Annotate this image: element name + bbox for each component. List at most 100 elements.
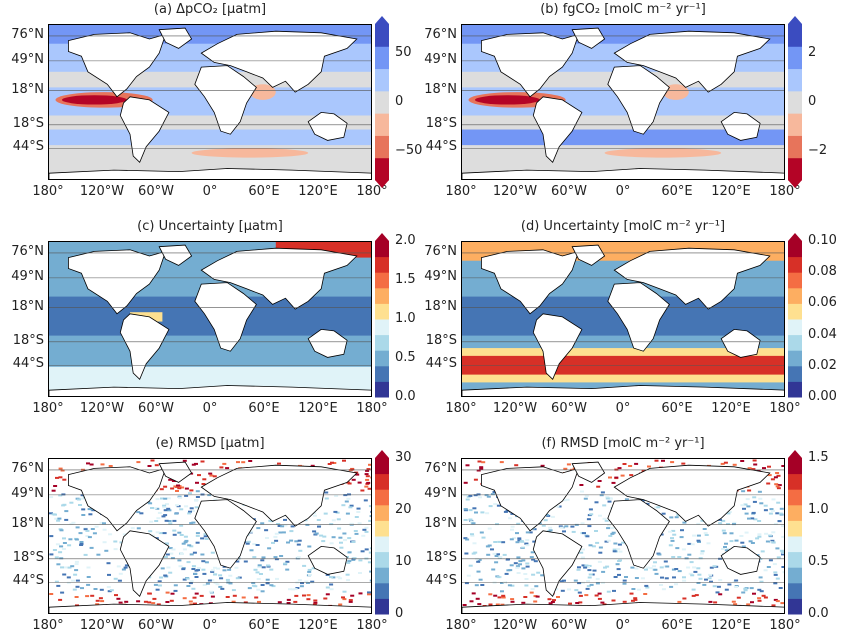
lon-tick-label: 0° — [202, 401, 218, 416]
lat-tick-label: 49°N — [11, 268, 44, 284]
lat-tick-label: 44°S — [12, 573, 44, 589]
lat-tick-label: 18°N — [11, 515, 44, 531]
colorbar-c — [375, 233, 389, 398]
colorbar-segment — [788, 536, 802, 553]
colorbar-tick-label: 10 — [395, 554, 412, 569]
colorbar-segment — [375, 241, 389, 258]
colorbar-segment — [788, 135, 802, 159]
colorbar-e — [375, 450, 389, 615]
colorbar-segment — [788, 241, 802, 258]
lon-tick-label: 120°W — [492, 618, 538, 633]
landmass — [607, 499, 670, 569]
lon-tick-label: 60°E — [661, 184, 693, 199]
lat-tick-label: 76°N — [11, 243, 44, 259]
colorbar-extend-max — [375, 16, 389, 24]
lon-tick-label: 180° — [769, 618, 801, 633]
lon-tick-label: 120°E — [298, 618, 338, 633]
lat-tick-label: 18°S — [425, 549, 457, 565]
lat-tick-label: 18°N — [424, 298, 457, 314]
colorbar-segment — [375, 473, 389, 490]
lat-tick-label: 76°N — [11, 26, 44, 42]
colorbar-tick-label: 30 — [395, 450, 412, 465]
landmass — [67, 32, 167, 98]
landmass — [200, 30, 358, 93]
colorbar-tick-label: 0.08 — [808, 264, 837, 280]
colorbar-tick-label: 1.5 — [808, 450, 829, 465]
lon-tick-label: 120°W — [492, 401, 538, 416]
lat-tick-label: 18°S — [425, 115, 457, 131]
landmass — [307, 111, 348, 141]
lon-tick-label: 60°E — [661, 401, 693, 416]
colorbar-tick-label: 0.10 — [808, 233, 837, 248]
colorbar-segment — [788, 489, 802, 506]
colorbar-tick-label: 1.5 — [395, 272, 416, 287]
colorbar-segment — [788, 24, 802, 47]
landmass — [119, 96, 170, 163]
colorbar-tick-label: 0.5 — [808, 554, 829, 569]
lat-tick-label: 18°N — [11, 81, 44, 97]
lat-tick-label: 44°S — [12, 139, 44, 155]
colorbar-segment — [788, 473, 802, 490]
colorbar-tick-label: −2 — [808, 142, 828, 158]
lon-tick-label: 120°E — [298, 184, 338, 199]
lat-tick-label: 49°N — [11, 485, 44, 501]
colorbar-segment — [375, 287, 389, 304]
map-field — [462, 25, 784, 179]
lon-tick-label: 180° — [769, 184, 801, 199]
colorbar-tick-label: 2 — [808, 45, 817, 61]
colorbar-tick-label: 0 — [395, 606, 404, 621]
colorbar-tick-label: 0.04 — [808, 326, 837, 342]
colorbar-segment — [375, 256, 389, 273]
landmass — [613, 30, 771, 93]
colorbar-f — [788, 450, 802, 615]
colorbar-tick-label: 0.06 — [808, 295, 837, 311]
lat-tick-label: 18°S — [12, 115, 44, 131]
landmass — [158, 27, 193, 49]
colorbar-segment — [375, 319, 389, 336]
colorbar-segment — [788, 381, 802, 398]
landmass — [607, 65, 670, 135]
map-panel-a — [48, 24, 372, 180]
lon-tick-label: 60°E — [248, 401, 280, 416]
colorbar-extend-min — [788, 180, 802, 188]
colorbar-segment — [375, 489, 389, 506]
lat-tick-label: 49°N — [424, 268, 457, 284]
colorbar-tick-label: 50 — [395, 45, 412, 61]
colorbar-segment — [375, 381, 389, 398]
landmass — [720, 111, 761, 141]
colorbar-segment — [375, 582, 389, 599]
colorbar-segment — [788, 319, 802, 336]
lon-tick-label: 60°E — [248, 618, 280, 633]
lon-tick-label: 120°E — [298, 401, 338, 416]
colorbar-segment — [375, 24, 389, 47]
colorbar-segment — [375, 334, 389, 351]
lat-tick-label: 44°S — [425, 356, 457, 372]
panel-title: (e) RMSD [μatm] — [155, 436, 265, 451]
lon-tick-label: 180° — [32, 184, 64, 199]
landmass — [200, 247, 358, 310]
landmass — [194, 65, 257, 135]
landmass — [119, 313, 170, 380]
lon-tick-label: 180° — [445, 184, 477, 199]
colorbar-a — [375, 16, 389, 188]
lon-tick-label: 60°W — [138, 184, 174, 199]
landmass — [194, 282, 257, 352]
lon-tick-label: 120°W — [79, 618, 125, 633]
lon-tick-label: 180° — [356, 401, 388, 416]
panel-title: (f) RMSD [molC m⁻² yr⁻¹] — [541, 436, 705, 451]
colorbar-segment — [788, 90, 802, 114]
colorbar-d — [788, 233, 802, 398]
colorbar-segment — [788, 287, 802, 304]
colorbar-segment — [375, 303, 389, 320]
map-panel-f — [461, 458, 785, 614]
map-field — [462, 242, 784, 396]
landmass — [49, 168, 371, 179]
lat-tick-label: 49°N — [424, 51, 457, 67]
landmass — [571, 27, 606, 49]
lat-tick-label: 18°N — [424, 81, 457, 97]
colorbar-segment — [788, 551, 802, 568]
colorbar-segment — [375, 68, 389, 92]
colorbar-segment — [788, 272, 802, 289]
colorbar-segment — [375, 536, 389, 553]
lat-tick-label: 49°N — [11, 51, 44, 67]
